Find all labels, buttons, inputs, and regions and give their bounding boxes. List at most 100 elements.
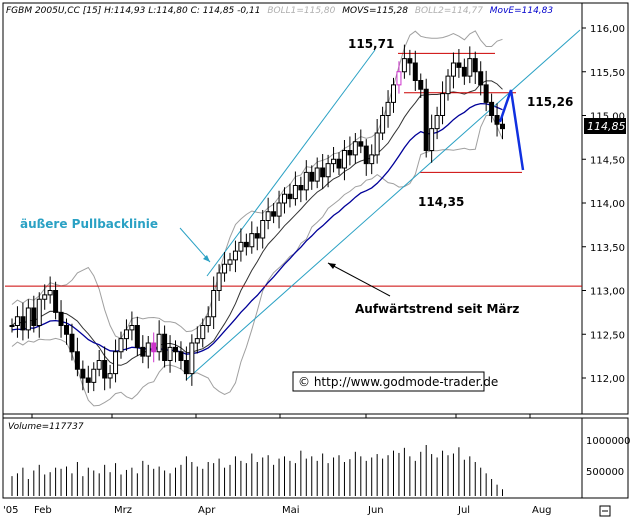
pullback-arrow: [179, 227, 211, 263]
candle-body: [31, 307, 37, 326]
candle-body: [434, 115, 440, 130]
moving-average-exponential: [11, 102, 503, 355]
candle-body: [450, 62, 456, 77]
x-tick-label: Feb: [34, 505, 52, 516]
volume-axis: [581, 417, 629, 499]
candle-body: [200, 325, 206, 340]
candle-body: [183, 360, 189, 375]
volume-tick-1m: 1000000: [586, 436, 631, 447]
candle-body: [494, 115, 500, 125]
candle-body: [407, 58, 413, 64]
candle-body: [265, 211, 271, 221]
header-boll1: BOLL1=115,80: [267, 6, 335, 16]
x-tick-label: Jul: [457, 505, 470, 516]
candle-body: [64, 325, 69, 335]
candle-body: [222, 263, 228, 274]
candle-body: [194, 338, 200, 344]
x-tick-label: Aug: [532, 505, 552, 516]
candles: [9, 44, 505, 393]
trend-line-upper: [206, 49, 376, 277]
header-symbol: FGBM 2005U,CC [15] H:114,93 L:114,80 C: …: [6, 6, 260, 16]
candle-body: [352, 141, 358, 156]
candle-body: [107, 373, 113, 379]
y-tick-label: 112,00: [590, 374, 625, 385]
candle-body: [483, 84, 489, 103]
candle-body: [412, 62, 418, 81]
candle-body: [467, 58, 473, 77]
candle-body: [42, 294, 48, 300]
y-tick-label: 114,50: [590, 155, 625, 166]
candle-body: [102, 360, 108, 379]
projection-path: [498, 89, 525, 171]
candle-body: [145, 342, 151, 357]
candle-body: [96, 360, 102, 370]
candle-body: [162, 333, 168, 361]
candle-body: [489, 101, 495, 116]
bollinger-lower: [11, 114, 503, 407]
candle-body: [374, 132, 380, 156]
candle-body: [14, 316, 20, 326]
candle-body: [309, 171, 315, 182]
candle-body: [260, 220, 266, 239]
volume-label: Volume=117737: [8, 422, 84, 432]
label-pullback: äußere Pullbacklinie: [20, 217, 158, 231]
candle-body: [314, 167, 320, 182]
candle-body: [429, 128, 435, 151]
candle-body: [129, 325, 135, 331]
candle-body: [320, 167, 326, 178]
candle-body: [36, 298, 42, 326]
candle-body: [80, 368, 86, 379]
candle-body: [271, 211, 277, 217]
x-tick-label: Mai: [282, 505, 300, 516]
candle-body: [58, 311, 64, 326]
y-tick-label: 116,00: [590, 24, 625, 35]
candle-body: [123, 329, 129, 340]
volume-tick-500k: 500000: [586, 467, 624, 478]
candle-body: [336, 158, 342, 169]
scroll-icon[interactable]: [599, 505, 611, 517]
candle-body: [9, 325, 15, 327]
candle-body: [151, 342, 157, 353]
candle-body: [69, 333, 75, 353]
y-tick-label: 114,00: [590, 199, 625, 210]
copyright-text: © http://www.godmode-trader.de: [298, 375, 498, 389]
trend-line-lower: [185, 29, 581, 381]
candle-body: [440, 93, 446, 116]
candle-body: [238, 241, 244, 252]
candle-body: [113, 351, 119, 375]
y-tick-label: 113,50: [590, 243, 625, 254]
candle-body: [363, 145, 369, 165]
x-tick-label: Apr: [198, 505, 216, 516]
candle-body: [74, 351, 80, 370]
candle-body: [401, 58, 407, 73]
label-high: 115,71: [348, 37, 394, 51]
trend-channel: [185, 29, 581, 381]
y-tick-label: 115,00: [590, 112, 625, 123]
candle-body: [287, 193, 293, 200]
candle-body: [91, 368, 97, 383]
candle-body: [20, 316, 26, 331]
y-axis-ticks: 116,00 115,50 115,00 114,50 114,00 113,50 113,…: [582, 24, 625, 385]
candle-body: [418, 80, 424, 90]
candle-body: [25, 307, 31, 331]
candle-body: [358, 141, 364, 147]
candle-body: [254, 233, 260, 239]
copyright-box: [292, 371, 485, 392]
x-tick-label: Mrz: [114, 505, 132, 516]
x-tick-label: Jun: [367, 505, 384, 516]
candle-body: [461, 66, 467, 77]
candle-body: [227, 259, 233, 265]
last-price-badge: [584, 118, 626, 134]
candle-body: [292, 185, 298, 200]
candle-body: [53, 290, 59, 313]
volume-panel-frame: [2, 417, 583, 499]
label-low: 114,35: [418, 195, 464, 209]
candle-body: [167, 346, 173, 361]
candle-body: [331, 158, 337, 165]
candle-body: [380, 115, 386, 134]
candle-body: [276, 202, 282, 217]
candle-body: [134, 325, 140, 348]
pullback-arrowhead: [203, 255, 210, 262]
